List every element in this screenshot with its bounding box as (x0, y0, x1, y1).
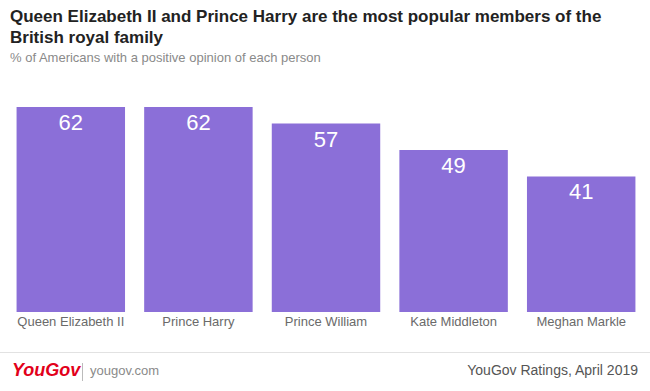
html-text:YouGov Ratings, April 2019: YouGov Ratings, April 2019 (467, 362, 638, 378)
html-text:Queen Elizabeth II and Prince: Queen Elizabeth II and Prince Harry are … (10, 7, 602, 47)
svg-text:57: 57 (314, 127, 338, 152)
html-text:% of Americans with a positive: % of Americans with a positive opinion o… (10, 50, 321, 65)
svg-text:62: 62 (59, 110, 83, 135)
svg-text:Prince Harry: Prince Harry (162, 314, 235, 329)
svg-text:Prince William: Prince William (285, 314, 367, 329)
svg-text:62: 62 (186, 110, 210, 135)
svg-text:Queen Elizabeth II: Queen Elizabeth II (17, 314, 124, 329)
html-text:YouGov: YouGov (12, 360, 81, 380)
svg-text:Kate Middleton: Kate Middleton (410, 314, 497, 329)
svg-text:49: 49 (441, 153, 465, 178)
svg-text:41: 41 (569, 179, 593, 204)
svg-text:Meghan Markle: Meghan Markle (536, 314, 626, 329)
html-text:yougov.com: yougov.com (90, 363, 160, 378)
